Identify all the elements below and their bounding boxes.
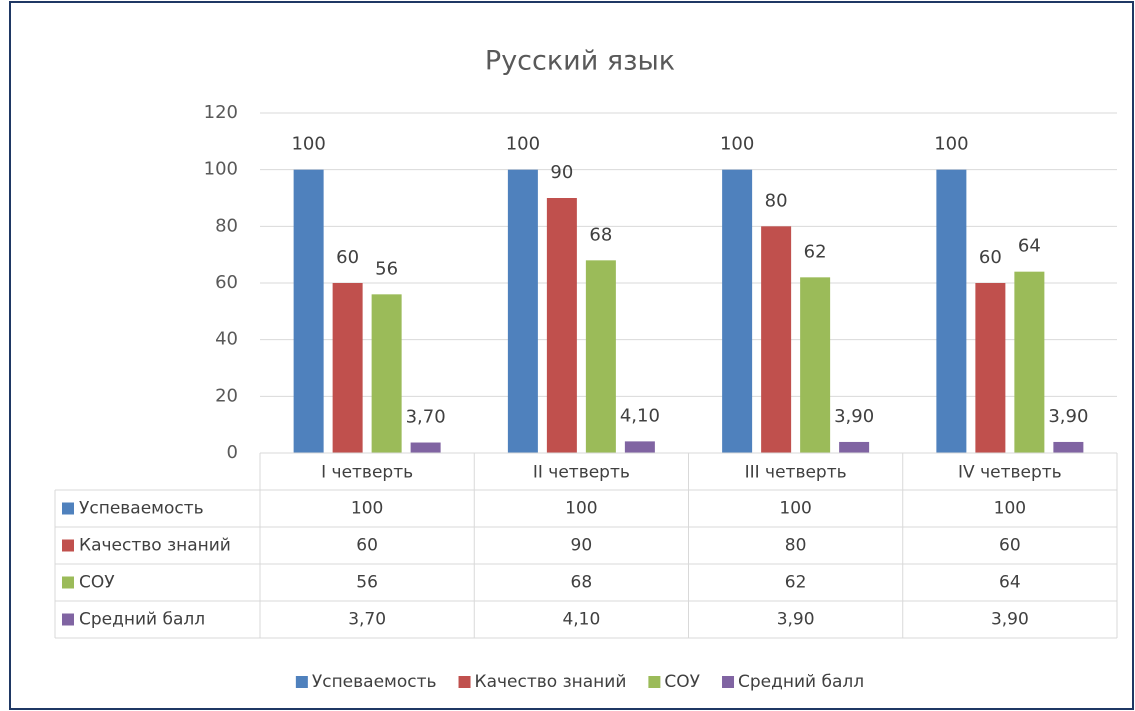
table-cell: 60 (356, 536, 378, 556)
table-cell: 80 (785, 536, 807, 556)
data-label: 100 (506, 134, 540, 155)
data-label: 64 (1018, 236, 1041, 257)
data-label: 60 (336, 247, 359, 268)
data-label: 60 (979, 247, 1002, 268)
bar (761, 226, 792, 453)
table-cell: 3,70 (348, 610, 386, 630)
legend-key (458, 676, 471, 688)
bar (293, 169, 324, 453)
table-cell: 100 (779, 499, 811, 519)
chart-title: Русский язык (485, 46, 675, 77)
table-legend-key (62, 613, 74, 626)
data-label: 3,70 (406, 407, 446, 428)
x-tick-label: IV четверть (958, 463, 1062, 483)
legend-key (722, 676, 735, 688)
table-cell: 4,10 (562, 610, 600, 630)
bar (332, 283, 363, 453)
table-cell: 56 (356, 573, 378, 593)
table-cell: 68 (571, 573, 593, 593)
data-label: 90 (550, 162, 573, 183)
legend-label: Качество знаний (475, 672, 627, 692)
legend-key (648, 676, 661, 688)
data-label: 68 (589, 224, 612, 245)
bar (1053, 441, 1084, 453)
table-row-label: Успеваемость (79, 499, 204, 519)
table-row-label: Качество знаний (79, 536, 231, 556)
data-label: 100 (291, 134, 325, 155)
data-label: 100 (720, 134, 754, 155)
bar (1014, 271, 1045, 453)
bar (546, 198, 577, 453)
table-cell: 100 (994, 499, 1026, 519)
table-legend-key (62, 539, 74, 552)
y-tick-label: 120 (204, 102, 238, 123)
table-legend-key (62, 576, 74, 589)
table-cell: 100 (565, 499, 597, 519)
bar (936, 169, 967, 453)
table-cell: 60 (999, 536, 1021, 556)
legend-label: Средний балл (738, 672, 864, 692)
x-tick-label: I четверть (321, 463, 413, 483)
y-tick-label: 80 (215, 215, 238, 236)
legend-key (295, 676, 308, 688)
data-label: 3,90 (1048, 406, 1088, 427)
table-cell: 64 (999, 573, 1021, 593)
table-cell: 100 (351, 499, 383, 519)
y-tick-label: 0 (227, 442, 238, 463)
y-tick-label: 40 (215, 329, 238, 350)
legend-label: Успеваемость (312, 672, 437, 692)
data-label: 56 (375, 258, 398, 279)
bar (975, 283, 1006, 453)
bar (839, 441, 870, 453)
data-label: 4,10 (620, 405, 660, 426)
table-cell: 90 (571, 536, 593, 556)
y-tick-label: 100 (204, 159, 238, 180)
data-label: 62 (804, 241, 827, 262)
bar (722, 169, 753, 453)
legend-label: СОУ (664, 672, 700, 692)
bar (585, 260, 616, 453)
y-tick-label: 60 (215, 272, 238, 293)
data-label: 80 (765, 190, 788, 211)
table-cell: 3,90 (991, 610, 1029, 630)
table-row-label: Средний балл (79, 610, 205, 630)
bar (624, 441, 655, 453)
table-row-label: СОУ (79, 573, 115, 593)
x-tick-label: II четверть (533, 463, 630, 483)
x-tick-label: III четверть (745, 463, 847, 483)
bar (371, 294, 402, 453)
data-label: 3,90 (834, 406, 874, 427)
y-tick-label: 20 (215, 385, 238, 406)
bar (507, 169, 538, 453)
table-cell: 62 (785, 573, 807, 593)
bar (800, 277, 831, 453)
bar (410, 442, 441, 453)
table-cell: 3,90 (777, 610, 815, 630)
table-legend-key (62, 502, 74, 515)
data-label: 100 (934, 134, 968, 155)
